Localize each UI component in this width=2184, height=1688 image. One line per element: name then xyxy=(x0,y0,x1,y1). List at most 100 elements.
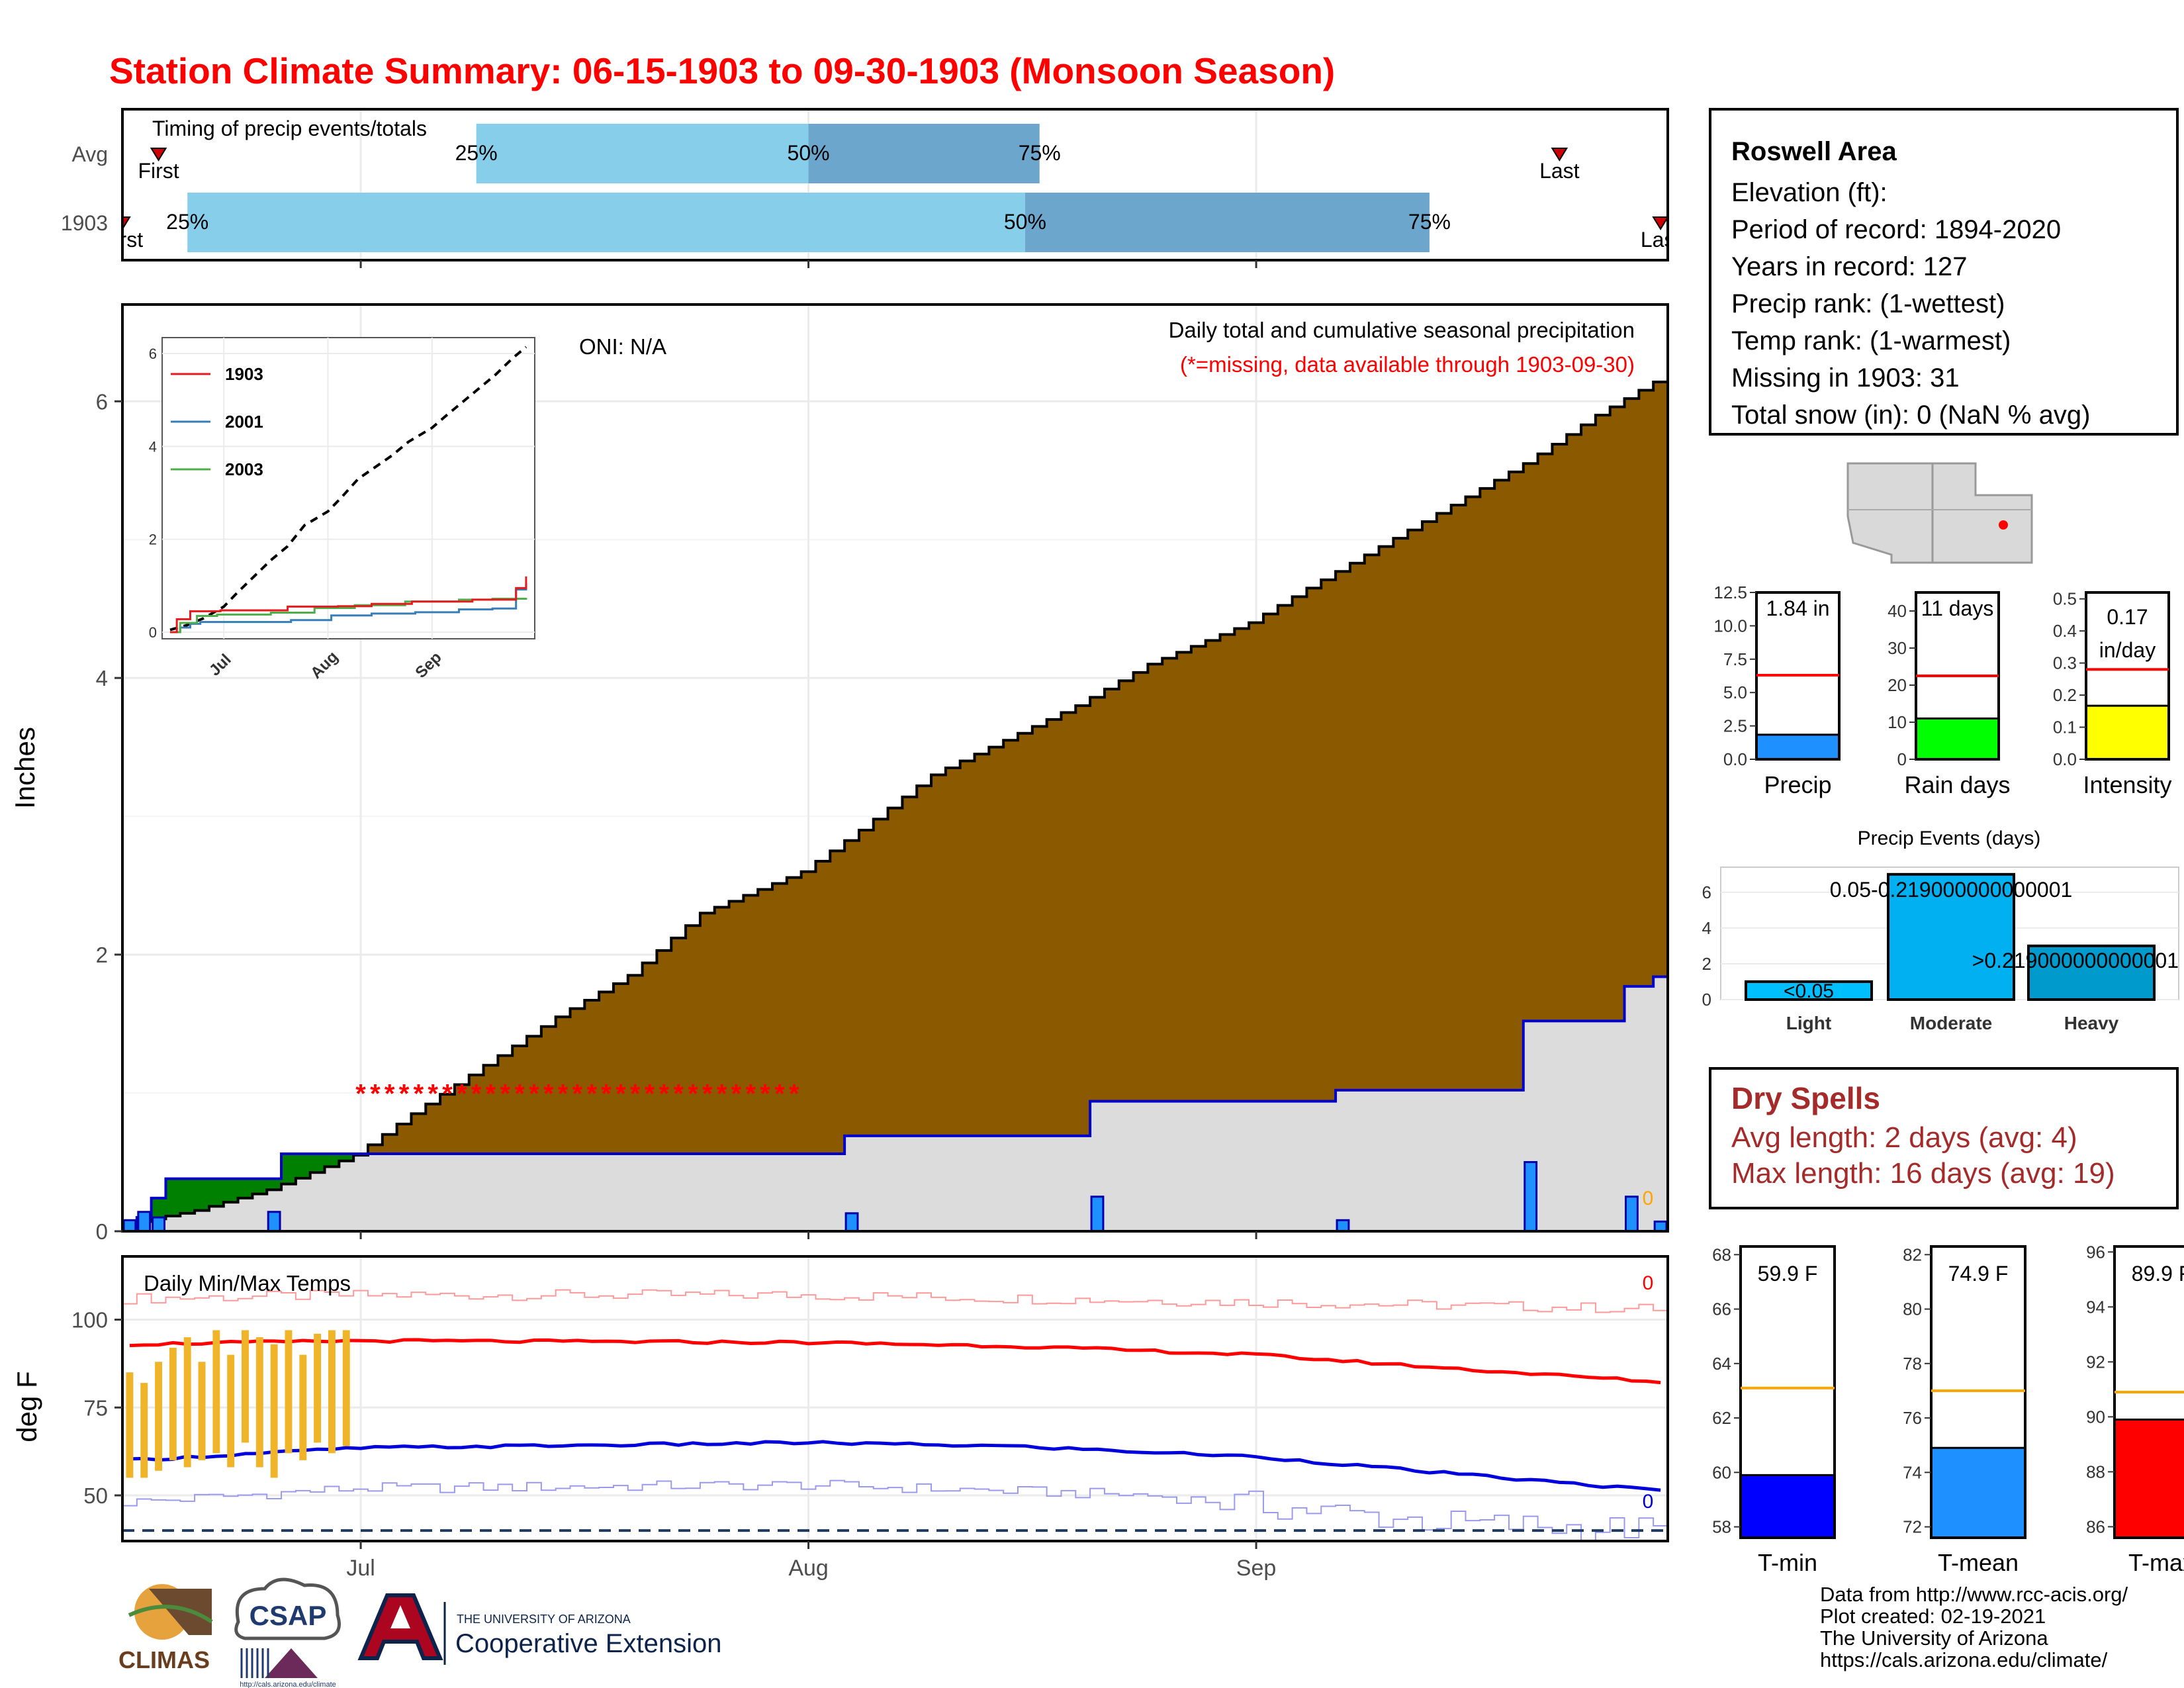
temp-max-end-label: 0 xyxy=(1643,1272,1654,1294)
precip-daily-bar xyxy=(1653,1220,1668,1233)
temp-panel-border xyxy=(121,1255,1669,1542)
temp-min-end-label: 0 xyxy=(1643,1491,1654,1513)
dry-spells-max: Max length: 16 days (avg: 19) xyxy=(1731,1157,2115,1190)
precip-mini-y-tick-label: 5.0 xyxy=(1723,682,1747,702)
timing-avg-first-label: First xyxy=(138,159,179,183)
events-bar xyxy=(1887,872,2015,1001)
precip-caption: Daily total and cumulative seasonal prec… xyxy=(1169,318,1635,342)
precip-missing-marker: * xyxy=(673,1080,684,1109)
timing-row-label: 1903 xyxy=(61,211,108,235)
temp-daily-range-bar xyxy=(140,1383,148,1478)
temp-record-min-line xyxy=(122,1479,1668,1542)
temp-daily-range-bar xyxy=(285,1330,293,1454)
temp-mean-mini-y-tick-label: 80 xyxy=(1903,1299,1922,1319)
intensity-mini-y-tick-label: 0.3 xyxy=(2053,653,2077,673)
precip-daily-bar xyxy=(1336,1219,1350,1233)
temp-max-mini-value-label: 89.9 F xyxy=(2132,1262,2184,1286)
raindays-mini-value-bar xyxy=(1916,718,1999,759)
climas-logo-swoosh xyxy=(128,1605,213,1624)
precip-missing-marker: * xyxy=(760,1080,770,1109)
csap-logo-text: CSAP xyxy=(250,1600,327,1631)
intensity-mini-y-tick-label: 0.4 xyxy=(2053,621,2077,641)
timing-1903-last-marker xyxy=(1652,216,1668,230)
precip-mini-value-bar xyxy=(1756,734,1839,759)
footer-line: Data from http://www.rcc-acis.org/ xyxy=(1820,1583,2128,1606)
temp-min-mini-y-tick-label: 68 xyxy=(1712,1244,1731,1264)
precip-mini-y-tick-label: 12.5 xyxy=(1713,583,1747,602)
temp-mean-mini-frame xyxy=(1930,1245,2026,1539)
precip-missing-marker: * xyxy=(586,1080,597,1109)
precip-missing-marker: * xyxy=(370,1080,381,1109)
temp-daily-range-bar xyxy=(342,1330,350,1446)
temp-mean-mini-y-tick-label: 82 xyxy=(1903,1244,1922,1264)
climas-logo-mountain xyxy=(149,1589,212,1635)
temp-daily-range-bar xyxy=(255,1337,263,1468)
temp-daily-range-bar xyxy=(328,1330,336,1454)
temp-mean-mini-y-tick-label: 76 xyxy=(1903,1408,1922,1428)
precip-missing-marker: * xyxy=(529,1080,539,1109)
temp-max-mini-y-tick-label: 94 xyxy=(2086,1297,2105,1317)
events-title: Precip Events (days) xyxy=(1858,827,2041,849)
temp-mean-mini-value-label: 74.9 F xyxy=(1948,1262,2009,1286)
precip-daily-bar xyxy=(1524,1161,1538,1233)
precip-missing-marker: * xyxy=(514,1080,525,1109)
temp-min-mini-y-tick-label: 58 xyxy=(1712,1517,1731,1537)
precip-daily-bar xyxy=(122,1219,137,1233)
precip-panel-border xyxy=(121,303,1669,1233)
timing-1903-p75: 75% xyxy=(1408,210,1451,234)
inset-series-1903 xyxy=(170,576,527,633)
timing-avg-p75: 75% xyxy=(1019,141,1061,165)
temp-max-mini-label: T-max xyxy=(2128,1549,2184,1576)
precip-daily-bar xyxy=(137,1211,152,1233)
csap-logo-mountain xyxy=(265,1648,318,1678)
inset-legend-label: 2001 xyxy=(225,412,263,432)
intensity-mini-y-tick-label: 0.2 xyxy=(2053,685,2077,705)
inset-y-tick-label: 2 xyxy=(149,532,157,548)
temp-min-mini-y-tick-label: 62 xyxy=(1712,1408,1731,1428)
precip-daily-bar xyxy=(1090,1196,1105,1233)
timing-1903-first-label: First xyxy=(102,228,143,252)
precip-daily-bar xyxy=(267,1211,281,1233)
csap-logo-url: http://cals.arizona.edu/climate xyxy=(240,1681,336,1688)
timing-avg-last-label: Last xyxy=(1539,159,1580,183)
temp-min-mini-frame xyxy=(1739,1245,1836,1539)
map-region-shape xyxy=(1846,462,2033,564)
precip-missing-marker: * xyxy=(442,1080,453,1109)
temp-daily-range-bar xyxy=(314,1333,322,1443)
precip-missing-marker: * xyxy=(486,1080,496,1109)
precip-y-tick-label: 2 xyxy=(96,943,108,967)
temp-daily-range-bar xyxy=(299,1354,307,1460)
temp-heading: Daily Min/Max Temps xyxy=(144,1271,351,1295)
events-category-label: Heavy xyxy=(2064,1013,2119,1033)
precip-avg-line xyxy=(122,381,1668,1226)
precip-missing-marker: * xyxy=(789,1080,799,1109)
intensity-mini-y-tick-label: 0.0 xyxy=(2053,749,2077,769)
precip-end-label: 0 xyxy=(1643,1188,1654,1209)
inset-y-tick-label: 6 xyxy=(149,346,157,362)
temp-max-mini-y-tick-label: 92 xyxy=(2086,1352,2105,1372)
station-years: Years in record: 127 xyxy=(1731,252,1968,281)
footer-line: Plot created: 02-19-2021 xyxy=(1820,1605,2046,1628)
events-bar xyxy=(2027,944,2156,1002)
timing-1903-last-label: Last xyxy=(1641,228,1681,252)
temp-max-mini-y-tick-label: 86 xyxy=(2086,1517,2105,1536)
temp-min-mini-y-tick-label: 64 xyxy=(1712,1354,1731,1374)
precip-missing-marker: * xyxy=(702,1080,713,1109)
temp-mean-mini-value-bar xyxy=(1931,1448,2025,1538)
station-snow: Total snow (in): 0 (NaN % avg) xyxy=(1731,400,2091,430)
map-station-marker xyxy=(1999,520,2008,530)
station-info-box: Roswell Area Elevation (ft): Period of r… xyxy=(1709,108,2179,436)
precip-missing-marker: * xyxy=(717,1080,727,1109)
footer-line: The University of Arizona xyxy=(1820,1626,2048,1650)
timing-1903-p25: 25% xyxy=(166,210,208,234)
precip-above-avg-area xyxy=(136,1153,368,1222)
intensity-mini-y-tick-label: 0.1 xyxy=(2053,718,2077,737)
intensity-mini-value-label: 0.17 xyxy=(2107,605,2148,629)
footer-credits: Data from http://www.rcc-acis.org/ Plot … xyxy=(1820,1583,2128,1671)
events-bar-label: 0.05-0.219000000000001 xyxy=(1830,878,2073,902)
precip-missing-marker: * xyxy=(745,1080,756,1109)
precip-missing-marker: * xyxy=(688,1080,698,1109)
precip-missing-marker: * xyxy=(645,1080,655,1109)
events-bar-label: <0.05 xyxy=(1784,980,1834,1002)
